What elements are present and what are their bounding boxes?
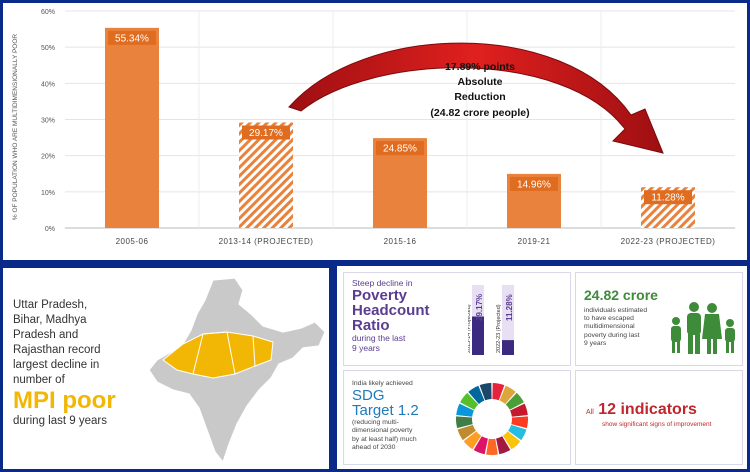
data-label-box — [242, 125, 290, 140]
annotation-line: 17.89% points — [445, 61, 515, 73]
mini-bar — [502, 340, 514, 355]
indicators-prefix: All — [586, 409, 594, 416]
crore-line: individuals estimated — [584, 307, 648, 314]
mpi-line: Bihar, Madhya — [13, 314, 87, 326]
sdg-wheel-icon — [456, 383, 528, 455]
data-labels: 55.34% 29.17% 24.85% 14.96% 11.28% — [108, 30, 692, 205]
x-tick-label: 2013-14 (PROJECTED) — [219, 237, 314, 246]
mini-bar-track — [502, 285, 514, 355]
y-tick-label: 60% — [41, 9, 55, 16]
mpi-line: Uttar Pradesh, — [13, 299, 88, 311]
mpi-line: largest decline in — [13, 359, 100, 371]
data-label-box — [376, 141, 424, 156]
data-label-box — [108, 30, 156, 45]
mpi-tail: during last 9 years — [13, 415, 107, 427]
mini-bar-label: 29.17% — [475, 294, 484, 321]
sdg-title-1: SDG — [352, 387, 385, 404]
crore-line: 9 years — [584, 339, 607, 347]
y-tick-label: 40% — [41, 81, 55, 88]
family-icon — [671, 302, 735, 354]
data-label: 11.28% — [651, 193, 684, 204]
x-tick-labels: 2005-06 2013-14 (PROJECTED) 2015-16 2019-21… — [116, 237, 716, 246]
crore-line: multidimensional — [584, 323, 635, 331]
sdg-title-2: Target 1.2 — [352, 402, 419, 419]
headcount-tail-2: 9 years — [352, 343, 380, 353]
headcount-title-2: Headcount — [352, 302, 430, 319]
x-tick-label: 2019-21 — [518, 237, 551, 246]
sdg-card: India likely achieved SDG Target 1.2 (re… — [343, 370, 571, 465]
bar — [105, 27, 159, 228]
mpi-line: number of — [13, 374, 65, 386]
y-tick-labels: 0% 10% 20% 30% 40% 50% 60% — [41, 9, 55, 233]
chart-panel: 0% 10% 20% 30% 40% 50% 60% % OF POPULATION WHO… — [3, 3, 747, 260]
y-axis-label: % OF POPULATION WHO ARE MULTIDIMENSIONAL… — [12, 34, 19, 221]
sdg-line: ahead of 2030 — [352, 443, 396, 451]
crore-line: to have escaped — [584, 315, 634, 323]
reduction-arrow-icon — [288, 42, 664, 154]
crore-card: 24.82 crore individuals estimated to hav… — [575, 272, 743, 366]
mpi-description: Uttar Pradesh, Bihar, Madhya Pradesh and… — [13, 298, 141, 429]
y-tick-label: 50% — [41, 45, 55, 52]
data-label: 29.17% — [249, 128, 283, 139]
mini-bar-period: 2022-23 (Projected) — [496, 304, 502, 353]
indicators-text: show significant signs of improvement — [602, 421, 712, 428]
y-tick-label: 0% — [45, 226, 55, 233]
mpi-line: Pradesh and — [13, 329, 79, 341]
bars — [105, 27, 695, 228]
crore-line: poverty during last — [584, 331, 640, 339]
map-panel: Uttar Pradesh, Bihar, Madhya Pradesh and… — [3, 268, 329, 469]
y-tick-label: 10% — [41, 190, 55, 197]
data-label: 55.34% — [115, 33, 149, 44]
y-tick-label: 30% — [41, 118, 55, 125]
x-tick-label: 2015-16 — [384, 237, 417, 246]
y-tick-label: 20% — [41, 154, 55, 161]
india-map-icon — [148, 277, 326, 464]
annotation-line: Reduction — [454, 91, 505, 103]
data-label-box — [510, 176, 558, 191]
x-tick-label: 2005-06 — [116, 237, 149, 246]
annotation-line: (24.82 crore people) — [430, 107, 529, 119]
sdg-line: (reducing multi- — [352, 419, 399, 426]
crore-title: 24.82 crore — [584, 287, 658, 303]
mini-bar — [472, 316, 484, 355]
annotation-line: Absolute — [458, 76, 503, 88]
sdg-line: dimensional poverty — [352, 427, 413, 435]
indicators-title: 12 indicators — [598, 401, 697, 418]
sdg-line: by at least half) much — [352, 435, 417, 443]
data-label-box — [644, 190, 692, 205]
sdg-intro: India likely achieved — [352, 380, 413, 387]
headcount-tail-1: during the last — [352, 333, 406, 343]
headcount-title-1: Poverty — [352, 287, 408, 304]
headcount-title-3: Ratio — [352, 317, 390, 334]
mini-bar-label: 11.28% — [505, 294, 514, 321]
bar-chart: 0% 10% 20% 30% 40% 50% 60% % OF POPULATION WHO… — [12, 9, 735, 246]
highlights-panel: Steep decline in Poverty Headcount Ratio… — [337, 266, 747, 469]
data-label: 14.96% — [517, 179, 551, 190]
headcount-mini-chart: 2013-14 (Projected) 29.17% 2022-23 (Projec… — [468, 285, 514, 355]
mpi-big-text: MPI poor — [13, 387, 116, 414]
bar — [239, 122, 293, 228]
headcount-card: Steep decline in Poverty Headcount Ratio… — [343, 272, 571, 366]
mpi-line: Rajasthan record — [13, 344, 101, 356]
annotation: 17.89% points Absolute Reduction (24.82 cro… — [430, 61, 529, 119]
indicators-card: All 12 indicators show significant signs… — [575, 370, 743, 465]
x-tick-label: 2022-23 (PROJECTED) — [621, 237, 716, 246]
headcount-intro: Steep decline in — [352, 278, 413, 288]
mini-bar-period: 2013-14 (Projected) — [468, 304, 472, 353]
data-label: 24.85% — [383, 144, 417, 155]
